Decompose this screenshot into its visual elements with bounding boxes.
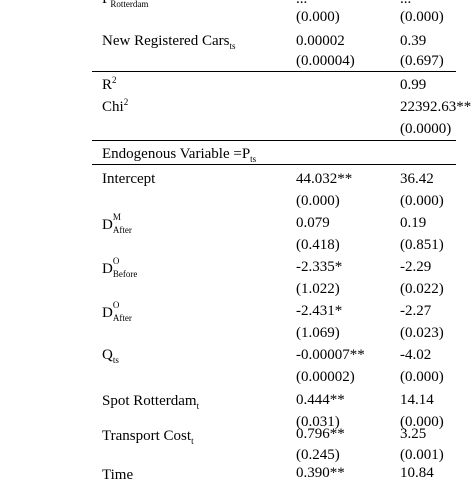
section-header-endogenous: Endogenous Variable =Pts (102, 146, 257, 164)
se-value-1: (1.022) (296, 281, 340, 297)
row-label-d-m-after: D M After (102, 212, 132, 235)
coef-value-1: -2.431* (296, 303, 343, 319)
row-label-d-o-after: D O After (102, 300, 132, 323)
se-value-1: (0.00002) (296, 369, 355, 385)
se-value-2: (0.851) (400, 237, 444, 253)
se-value-1: (0.418) (296, 237, 340, 253)
table-rule (92, 164, 456, 165)
coef-value-2: 3.25 (400, 426, 427, 442)
row-label-transport-cost: Transport Costt (102, 428, 194, 446)
row-label-time: Time (102, 467, 134, 483)
se-value-1: (0.000) (296, 193, 340, 209)
coef-value-1: 0.00002 (296, 33, 345, 49)
coef-value-1: 0.444** (296, 392, 345, 408)
row-label-spot-rotterdam: Spot Rotterdamt (102, 393, 200, 411)
coef-value-1: 0.390** (296, 465, 345, 481)
coef-value-1: 44.032** (296, 171, 353, 187)
coef-value-2: 36.42 (400, 171, 434, 187)
se-value-1: (1.069) (296, 325, 340, 341)
coef-value-1: -0.00007** (296, 347, 365, 363)
se-value-1: (0.031) (296, 414, 340, 430)
row-label-new-registered-cars: New Registered Carsts (102, 33, 236, 51)
stat-value-chi2: 22392.63** (400, 99, 472, 115)
se-value-2: (0.001) (400, 447, 444, 463)
se-value-2: (0.023) (400, 325, 444, 341)
coef-value-1: -2.335* (296, 259, 343, 275)
coef-value-2: 10.84 (400, 465, 434, 481)
row-label-r2: R2 (102, 75, 117, 94)
row-label-chi2: Chi2 (102, 97, 129, 116)
stat-pvalue-chi2: (0.0000) (400, 121, 452, 137)
se-value-1: (0.245) (296, 447, 340, 463)
regression-table: PRotterdam ... ... (0.000) (0.000) New R… (92, 0, 472, 483)
coef-value-2: -2.29 (400, 259, 432, 275)
coef-value-1: 0.796** (296, 426, 345, 442)
coef-value-2: -4.02 (400, 347, 432, 363)
row-label-q-ts: Qts (102, 347, 119, 365)
coef-value-2: 0.19 (400, 215, 427, 231)
coef-value-2: 0.39 (400, 33, 427, 49)
se-value-2: (0.697) (400, 53, 444, 69)
row-value-1: ... (296, 0, 307, 8)
se-value-2: (0.000) (400, 9, 444, 25)
row-label: PRotterdam (102, 0, 149, 9)
coef-value-1: 0.079 (296, 215, 330, 231)
se-value-1: (0.000) (296, 9, 340, 25)
stat-value-r2: 0.99 (400, 77, 427, 93)
coef-value-2: 14.14 (400, 392, 434, 408)
se-value-1: (0.00004) (296, 53, 355, 69)
table-rule (92, 71, 456, 72)
se-value-2: (0.000) (400, 369, 444, 385)
se-value-2: (0.000) (400, 414, 444, 430)
se-value-2: (0.022) (400, 281, 444, 297)
row-label-d-o-before: D O Before (102, 256, 138, 279)
se-value-2: (0.000) (400, 193, 444, 209)
table-rule (92, 140, 456, 141)
row-label-intercept: Intercept (102, 171, 156, 187)
coef-value-2: -2.27 (400, 303, 432, 319)
row-value-2: ... (400, 0, 411, 8)
